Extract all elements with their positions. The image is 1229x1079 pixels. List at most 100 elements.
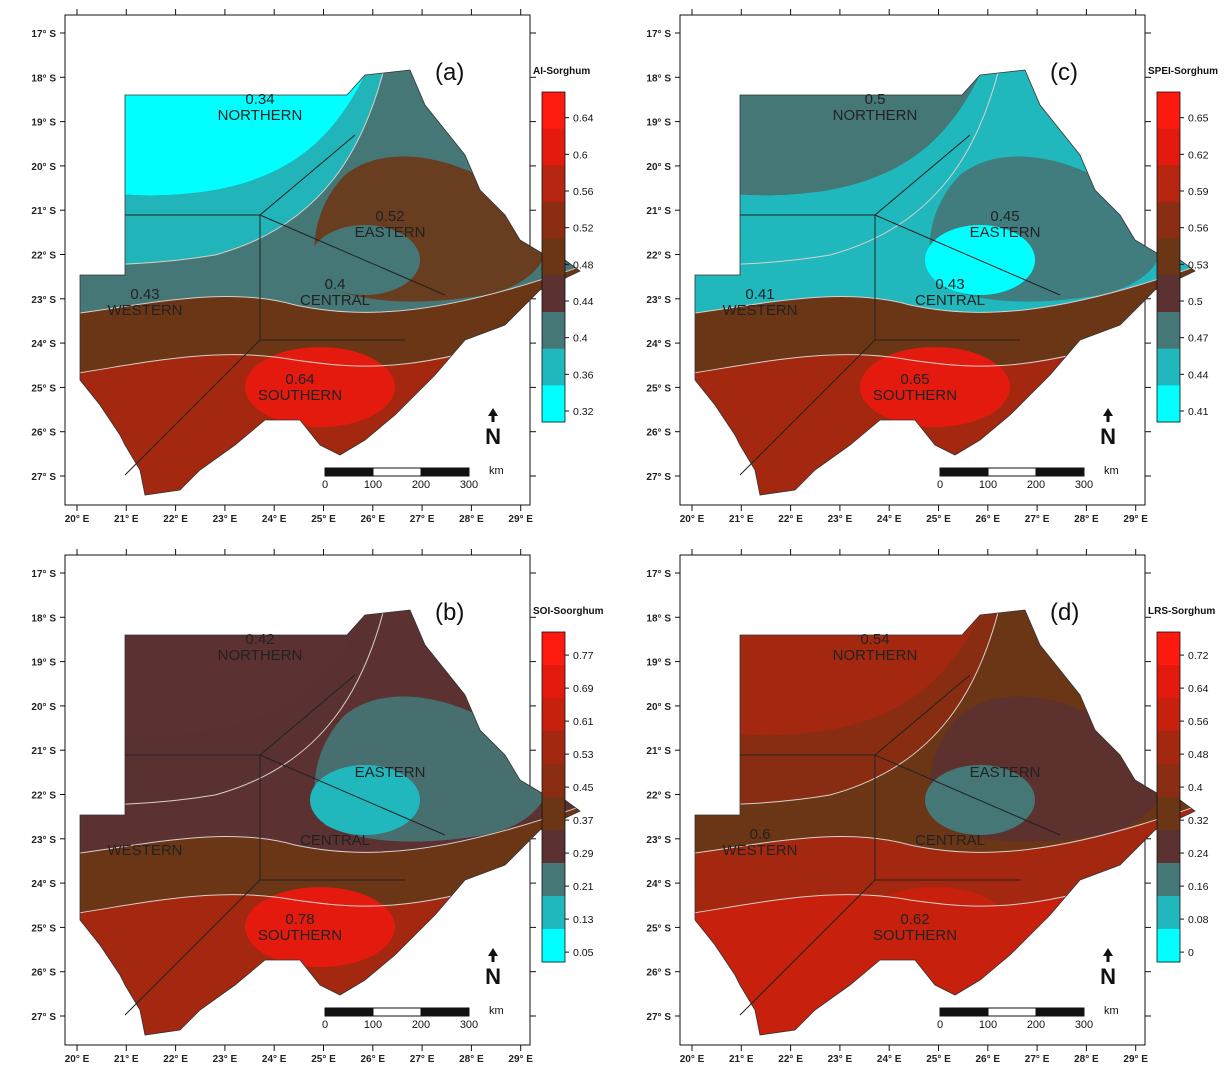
legend-swatch	[1157, 632, 1180, 666]
legend-tick-label: 0.77	[573, 650, 594, 662]
lat-tick-label: 23° S	[31, 295, 56, 306]
lat-tick-label: 23° S	[646, 835, 671, 846]
legend-tick-label: 0.59	[1188, 186, 1209, 198]
scale-label: 300	[460, 1019, 478, 1031]
legend-swatch	[1157, 275, 1180, 313]
lon-tick-label: 28° E	[459, 514, 484, 525]
legend-tick-label: 0.16	[1188, 881, 1209, 893]
scale-label: 300	[460, 479, 478, 491]
lat-tick-label: 24° S	[646, 339, 671, 350]
lat-tick-label: 22° S	[646, 791, 671, 802]
contour-line	[695, 804, 1195, 856]
lat-tick-label: 25° S	[31, 923, 56, 934]
lat-tick-label: 21° S	[646, 206, 671, 217]
lon-tick-label: 23° E	[828, 1054, 853, 1065]
north-arrow-icon: N	[485, 408, 501, 449]
lon-tick-label: 29° E	[1123, 514, 1148, 525]
lon-tick-label: 22° E	[163, 1054, 188, 1065]
scale-label: 100	[979, 1019, 997, 1031]
legend-tick-label: 0.4	[573, 333, 588, 345]
lon-tick-label: 27° E	[410, 1054, 435, 1065]
north-arrow-label: N	[485, 964, 501, 989]
lat-tick-label: 20° S	[31, 162, 56, 173]
legend-tick-label: 0.32	[1188, 815, 1209, 827]
scale-label: 200	[1027, 1019, 1045, 1031]
legend-swatch	[542, 698, 565, 732]
lat-tick-label: 21° S	[31, 206, 56, 217]
panel-letter: (c)	[1050, 59, 1078, 86]
lat-tick-label: 25° S	[646, 923, 671, 934]
region-value-northern: 0.5	[865, 91, 886, 108]
lon-tick-label: 21° E	[729, 1054, 754, 1065]
lat-tick-label: 27° S	[31, 472, 56, 483]
legend-swatch	[1157, 312, 1180, 350]
scale-unit: km	[489, 465, 504, 477]
legend-title: AI-Sorghum	[533, 66, 590, 77]
lat-tick-label: 20° S	[31, 702, 56, 713]
legend-swatch	[542, 275, 565, 313]
lon-tick-label: 27° E	[1025, 1054, 1050, 1065]
lat-tick-label: 27° S	[646, 1012, 671, 1023]
legend-a: AI-Sorghum 0.64 0.6 0.56 0.52 0.48 0.44 0.4 0.36…	[533, 66, 594, 423]
legend-tick-label: 0.29	[573, 848, 594, 860]
scale-segment	[987, 1007, 1037, 1017]
north-arrow-head	[488, 948, 498, 962]
legend-swatch	[542, 92, 565, 130]
lon-tick-label: 22° E	[778, 1054, 803, 1065]
legend-tick-label: 0.64	[1188, 683, 1209, 695]
region-name-eastern: EASTERN	[355, 764, 426, 781]
legend-b: SOI-Soorghum 0.77 0.69 0.61 0.53 0.45 0.37 0.29…	[533, 606, 604, 963]
legend-tick-label: 0.53	[573, 749, 594, 761]
legend-tick-label: 0	[1188, 947, 1194, 959]
scale-label: 0	[322, 1019, 328, 1031]
lon-tick-label: 20° E	[680, 1054, 705, 1065]
scale-segment	[987, 467, 1037, 477]
lat-tick-label: 22° S	[31, 251, 56, 262]
district-border	[259, 754, 446, 836]
lat-tick-label: 19° S	[31, 658, 56, 669]
lon-tick-label: 20° E	[65, 514, 90, 525]
scale-unit: km	[1104, 465, 1119, 477]
legend-swatch	[542, 238, 565, 276]
north-arrow-icon: N	[485, 948, 501, 989]
lat-tick-label: 17° S	[646, 569, 671, 580]
lat-tick-label: 21° S	[31, 746, 56, 757]
region-name-eastern: EASTERN	[970, 764, 1041, 781]
contour-band-north	[80, 70, 365, 196]
lat-tick-label: 27° S	[31, 1012, 56, 1023]
region-name-central: CENTRAL	[915, 292, 985, 309]
lat-tick-label: 26° S	[646, 968, 671, 979]
contour-band-peak	[860, 887, 1010, 967]
region-value-southern: 0.65	[900, 371, 929, 388]
region-name-central: CENTRAL	[915, 832, 985, 849]
lon-tick-label: 21° E	[114, 514, 139, 525]
lat-tick-label: 18° S	[646, 613, 671, 624]
legend-swatch	[542, 797, 565, 831]
lon-tick-label: 26° E	[976, 1054, 1001, 1065]
scale-label: 100	[979, 479, 997, 491]
map-panel-a: 17° S 18° S 19° S 20° S 21° S 22° S 23° S 24° S…	[31, 9, 581, 525]
region-name-western: WESTERN	[723, 302, 798, 319]
lat-tick-label: 23° S	[646, 295, 671, 306]
lat-tick-label: 22° S	[646, 251, 671, 262]
scale-label: 200	[412, 1019, 430, 1031]
legend-swatch	[1157, 929, 1180, 963]
lon-tick-label: 20° E	[65, 1054, 90, 1065]
lon-tick-label: 24° E	[262, 514, 287, 525]
legend-tick-label: 0.44	[1188, 369, 1209, 381]
scale-segment	[939, 1007, 989, 1017]
legend-swatch	[542, 830, 565, 864]
legend-tick-label: 0.13	[573, 914, 594, 926]
scale-segment	[420, 1007, 470, 1017]
legend-tick-label: 0.56	[1188, 716, 1209, 728]
legend-tick-label: 0.48	[573, 259, 594, 271]
contour-band-north	[695, 610, 980, 736]
legend-frame	[541, 91, 566, 423]
contour-line	[695, 264, 1195, 316]
legend-swatch	[542, 128, 565, 166]
scale-label: 100	[364, 1019, 382, 1031]
scale-unit: km	[489, 1005, 504, 1017]
legend-swatch	[1157, 665, 1180, 699]
legend-c: SPEI-Sorghum 0.65 0.62 0.59 0.56 0.53 0.5 0.47 0…	[1148, 66, 1218, 423]
lon-tick-label: 24° E	[262, 1054, 287, 1065]
